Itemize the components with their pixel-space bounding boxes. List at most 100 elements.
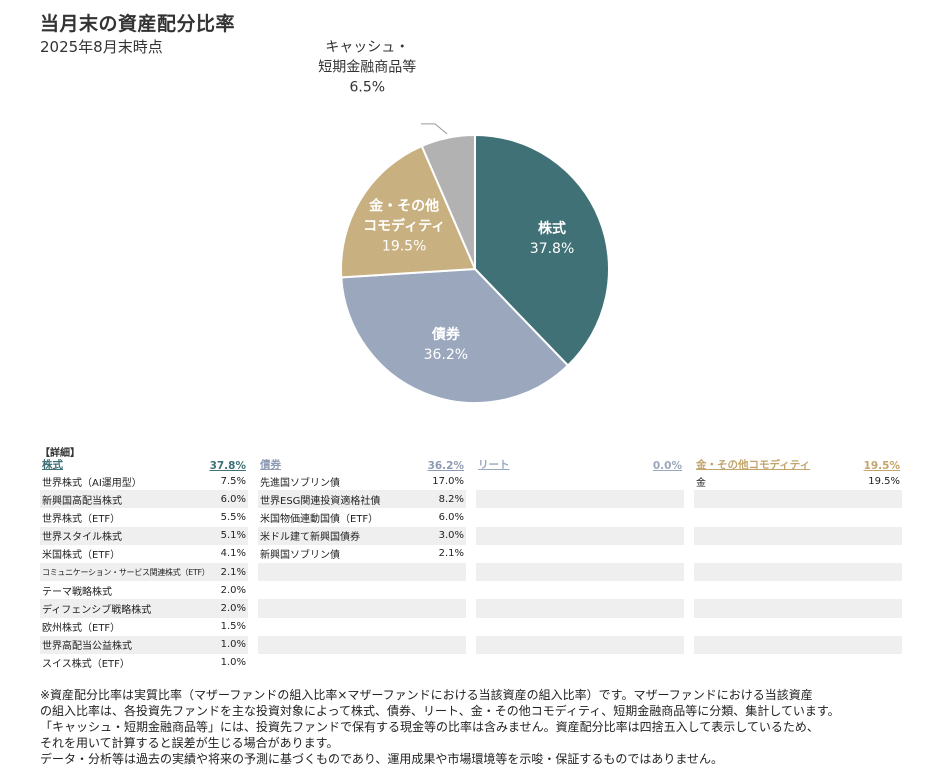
table-row [694, 508, 902, 526]
table-row [476, 526, 684, 545]
row-value: 1.5% [220, 621, 246, 633]
table-row: 金 19.5% [694, 472, 902, 490]
table-row [476, 618, 684, 636]
table-row: コミュニケーション・サービス関連株式（ETF） 2.1% [40, 562, 248, 582]
column-name: 株式 [42, 459, 63, 471]
row-value: 2.0% [220, 584, 246, 596]
table-row [476, 562, 684, 582]
table-row [476, 635, 684, 654]
row-label: 先進国ソブリン債 [260, 477, 340, 489]
table-row [694, 654, 902, 672]
column-total: 36.2% [427, 460, 464, 472]
row-label: 世界株式（ETF） [42, 513, 121, 525]
detail-column-reit: リート 0.0% [476, 456, 684, 672]
table-row [694, 635, 902, 654]
footnote-line: データ・分析等は過去の実績や将来の予測に基づくものであり、運用成果や市場環境等を… [40, 752, 724, 766]
pie-slice [474, 133, 610, 367]
row-value: 6.0% [220, 493, 246, 505]
row-label: 欧州株式（ETF） [42, 623, 121, 635]
row-label: 米国株式（ETF） [42, 550, 121, 562]
table-row [476, 599, 684, 618]
table-row [694, 581, 902, 599]
row-value: 2.1% [438, 548, 464, 560]
row-label: スイス株式（ETF） [42, 659, 130, 671]
table-row [258, 635, 466, 654]
row-value: 8.2% [438, 493, 464, 505]
table-row [476, 472, 684, 490]
table-row [258, 654, 466, 672]
column-header: 金・その他コモディティ 19.5% [694, 456, 902, 472]
slice-name-label: 短期金融商品等 [318, 59, 416, 76]
column-name: リート [478, 459, 510, 471]
column-name: 債券 [260, 459, 281, 471]
row-label: ディフェンシブ戦略株式 [42, 604, 152, 616]
row-value: 1.0% [220, 657, 246, 669]
row-label: 米ドル建て新興国債券 [260, 532, 360, 544]
row-value: 7.5% [220, 475, 246, 487]
table-row [476, 654, 684, 672]
table-row: 新興国ソブリン債 2.1% [258, 545, 466, 563]
pie-slice [420, 133, 476, 270]
detail-column-commodity: 金・その他コモディティ 19.5% 金 19.5% [694, 456, 902, 672]
pie-slice [340, 144, 477, 279]
table-row: 米国物価連動国債（ETF） 6.0% [258, 508, 466, 526]
table-row: 世界スタイル株式 5.1% [40, 526, 248, 545]
footnote-line: それを用いて計算すると誤差が生じる場合があります。 [40, 736, 339, 750]
table-row [258, 618, 466, 636]
row-value: 6.0% [438, 511, 464, 523]
table-row [258, 599, 466, 618]
row-label: 新興国高配当株式 [42, 495, 122, 507]
row-label: コミュニケーション・サービス関連株式（ETF） [42, 567, 210, 577]
table-row [476, 581, 684, 599]
table-row: 米ドル建て新興国債券 3.0% [258, 526, 466, 545]
table-row [476, 545, 684, 563]
row-value: 5.5% [220, 511, 246, 523]
slice-name-label: 株式 [538, 220, 566, 237]
footnote-line: 「キャッシュ・短期金融商品等」には、投資先ファンドで保有する現金等の比率は含みま… [40, 720, 819, 734]
slice-value-label: 36.2% [424, 347, 468, 363]
column-header: 債券 36.2% [258, 456, 466, 472]
table-row [258, 562, 466, 582]
table-row [476, 490, 684, 509]
table-row: スイス株式（ETF） 1.0% [40, 654, 248, 672]
row-value: 2.1% [220, 566, 246, 578]
row-value: 5.1% [220, 530, 246, 542]
slice-name-label: キャッシュ・ [325, 40, 409, 56]
table-row: 新興国高配当株式 6.0% [40, 490, 248, 509]
slice-name-label: 債券 [431, 326, 461, 343]
table-row: 世界高配当公益株式 1.0% [40, 635, 248, 654]
table-row [476, 508, 684, 526]
table-row [694, 562, 902, 582]
slice-value-label: 19.5% [382, 239, 426, 255]
table-row: 世界株式（AI運用型） 7.5% [40, 472, 248, 490]
table-row: 米国株式（ETF） 4.1% [40, 545, 248, 563]
table-row: テーマ戦略株式 2.0% [40, 581, 248, 599]
row-label: テーマ戦略株式 [42, 586, 112, 598]
row-value: 19.5% [868, 475, 900, 487]
row-value: 17.0% [432, 475, 464, 487]
table-row [258, 581, 466, 599]
table-row [694, 526, 902, 545]
table-row: 欧州株式（ETF） 1.5% [40, 618, 248, 636]
row-label: 世界ESG関連投資適格社債 [260, 495, 381, 507]
slice-value-label: 6.5% [350, 80, 386, 96]
table-row: 世界株式（ETF） 5.5% [40, 508, 248, 526]
slice-name-label: コモディティ [363, 218, 445, 235]
leader-line [421, 123, 448, 135]
row-label: 世界高配当公益株式 [42, 641, 132, 653]
row-label: 世界株式（AI運用型） [42, 477, 142, 489]
row-value: 4.1% [220, 548, 246, 560]
detail-column-bonds: 債券 36.2% 先進国ソブリン債 17.0% 世界ESG関連投資適格社債 8.2% 米… [258, 456, 466, 672]
pie-chart: 株式 37.8% 債券 36.2% 金・その他コモディティ 19.5% キャッシュ・短期金融… [318, 40, 610, 404]
row-value: 1.0% [220, 639, 246, 651]
footnote: ※資産配分比率は実質比率（マザーファンドの組入比率×マザーファンドにおける当該資… [40, 687, 940, 767]
table-row: 先進国ソブリン債 17.0% [258, 472, 466, 490]
column-header: リート 0.0% [476, 456, 684, 472]
column-total: 37.8% [209, 460, 246, 472]
detail-heading: 【詳細】 [40, 448, 80, 459]
row-label: 新興国ソブリン債 [260, 550, 340, 562]
detail-column-stocks: 株式 37.8% 世界株式（AI運用型） 7.5% 新興国高配当株式 6.0% 世界株式… [40, 456, 248, 672]
row-value: 2.0% [220, 602, 246, 614]
column-total: 0.0% [652, 460, 682, 472]
row-value: 3.0% [438, 530, 464, 542]
